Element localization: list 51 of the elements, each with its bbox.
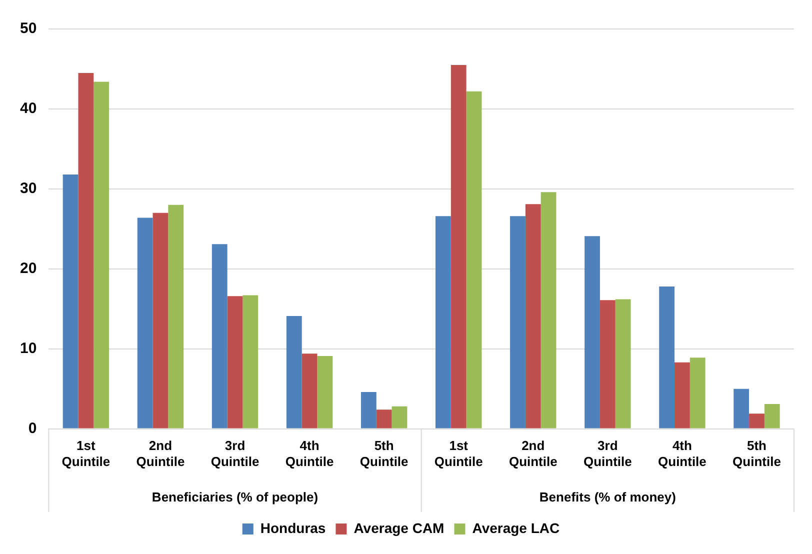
bar [450,64,466,428]
bar [615,299,631,428]
text: Benefits (% of money) [539,490,676,505]
bar [674,362,690,428]
bar [360,392,376,428]
x-tick-label: 1st Quintile [434,438,483,469]
y-tick-label: 0 [28,420,37,437]
bar [212,244,228,428]
text: Beneficiaries (% of people) [152,490,318,505]
bar [466,91,482,428]
bar [137,218,153,428]
legend-label: Average LAC [472,520,560,536]
bar [392,406,408,428]
bar [600,300,616,428]
bar [764,404,780,428]
bar [584,236,600,428]
bar [152,212,168,428]
bar [749,414,764,428]
bar [78,72,94,428]
bar [302,354,318,428]
x-tick-label: 1st Quintile [62,438,110,469]
x-tick-label: 3rd Quintile [583,438,632,469]
bar [510,216,526,428]
bar [62,174,78,428]
y-tick-label: 30 [20,180,37,198]
bar [94,82,110,428]
bar [659,286,674,428]
bar [436,216,451,428]
x-tick-label: 5th Quintile [732,438,781,469]
x-tick-label: 4th Quintile [285,438,334,469]
bar [317,356,333,428]
legend-label: Average CAM [354,520,444,536]
bar [168,204,184,428]
y-tick-label: 50 [20,20,37,38]
y-tick-label: 20 [20,260,37,278]
x-tick-label: 4th Quintile [658,438,706,469]
bar [286,316,302,428]
legend-label: Honduras [260,520,326,536]
bar [242,295,258,428]
bar [690,358,706,428]
x-tick-label: 2nd Quintile [136,438,185,469]
x-tick-label: 2nd Quintile [508,438,558,469]
y-tick-label: 10 [20,340,37,357]
y-tick-label: 40 [20,100,37,118]
bar [734,388,750,428]
bar [540,192,556,428]
x-tick-label: 5th Quintile [360,438,408,469]
bar [227,296,243,428]
bar [525,204,541,428]
bar [376,410,392,428]
x-tick-label: 3rd Quintile [210,438,260,469]
